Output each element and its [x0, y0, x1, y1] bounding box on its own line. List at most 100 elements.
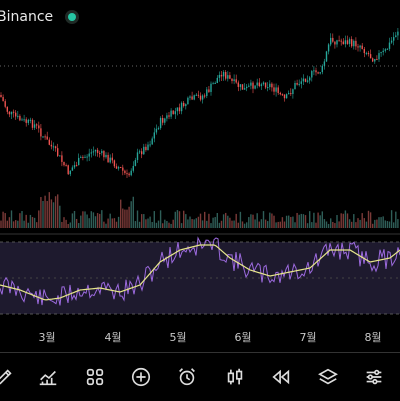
candle-body [395, 35, 397, 38]
price-chart[interactable] [0, 0, 400, 352]
candle-body [113, 160, 116, 167]
rsi-ma-line [0, 244, 400, 301]
volume-bar [321, 211, 323, 228]
candle-body [220, 74, 223, 77]
market-status-indicator [65, 10, 80, 24]
volume-bar [63, 217, 65, 228]
candle-body [130, 170, 132, 176]
volume-bar [369, 212, 372, 228]
plus-circle-icon[interactable] [129, 365, 153, 389]
layers-icon[interactable] [316, 365, 340, 389]
volume-bar [4, 213, 6, 228]
volume-bar [195, 218, 197, 228]
pencil-icon[interactable] [0, 365, 16, 389]
volume-bar [267, 221, 269, 228]
volume-bar [147, 218, 149, 228]
volume-bar [157, 220, 160, 228]
candle-body [273, 87, 275, 92]
candle-body [25, 119, 27, 123]
volume-bar [115, 221, 118, 228]
volume-bar [149, 216, 151, 228]
candle-body [338, 40, 340, 42]
candle-body [294, 82, 296, 90]
volume-bar [395, 211, 397, 228]
volume-bar [10, 210, 13, 228]
candle-body [393, 37, 395, 41]
alarm-clock-icon[interactable] [175, 365, 199, 389]
volume-bar [29, 214, 32, 228]
volume-bar [241, 221, 244, 228]
candle-body [206, 89, 208, 97]
candle-body [126, 173, 128, 175]
volume-bar [357, 218, 359, 228]
volume-bar [315, 222, 317, 228]
candle-body [346, 40, 349, 44]
candle-body [332, 37, 334, 42]
candle-body [99, 152, 101, 154]
volume-bar [382, 216, 384, 228]
candle-body [376, 59, 378, 61]
volume-bar [338, 221, 340, 228]
volume-bar [294, 222, 296, 228]
volume-bar [252, 214, 254, 228]
volume-bar [225, 212, 227, 228]
volume-bar [254, 219, 256, 228]
volume-bar [107, 218, 109, 228]
volume-bar [359, 219, 361, 228]
volume-bar [346, 213, 349, 228]
candle-body [67, 165, 69, 175]
candle-body [88, 153, 90, 157]
volume-bar [69, 222, 71, 228]
volume-bar [92, 212, 95, 228]
candle-body [290, 93, 292, 95]
volume-bar [54, 196, 57, 228]
candle-body [105, 154, 107, 158]
candle-body [264, 82, 267, 88]
volume-bar [372, 223, 374, 228]
candle-body [6, 106, 8, 112]
candle-body [115, 166, 118, 169]
candle-body [363, 49, 365, 54]
volume-bar [260, 219, 263, 228]
volume-bar [246, 222, 248, 228]
candle-body [65, 165, 67, 167]
candle-body [267, 87, 269, 89]
volume-bar [174, 211, 176, 228]
volume-bar [222, 214, 225, 228]
candle-body [90, 152, 92, 154]
volume-bar [130, 201, 132, 228]
chart-line-icon[interactable] [36, 365, 60, 389]
volume-bar [376, 219, 378, 228]
rewind-icon[interactable] [269, 365, 293, 389]
chart-header: Binance [0, 4, 80, 30]
grid-icon[interactable] [83, 365, 107, 389]
candle-body [27, 119, 29, 123]
volume-bar [168, 222, 170, 228]
sliders-icon[interactable] [362, 365, 386, 389]
volume-bar [36, 222, 38, 228]
candle-body [23, 119, 25, 121]
volume-bar [42, 200, 44, 228]
candle-body [117, 167, 120, 169]
volume-bar [27, 222, 29, 228]
candle-body [199, 95, 202, 100]
candle-body [353, 40, 355, 47]
candle-body [162, 118, 164, 123]
candle-body [69, 170, 71, 175]
candle-body [33, 124, 36, 128]
candle-body [304, 78, 307, 82]
volume-bar [80, 215, 82, 228]
candle-body [82, 156, 84, 158]
candle-body [210, 83, 212, 92]
candle-body [185, 104, 187, 107]
volume-bar [73, 210, 76, 228]
candle-body [260, 84, 263, 87]
candle-body [159, 118, 162, 129]
candlestick-icon[interactable] [223, 365, 247, 389]
candle-body [120, 167, 122, 169]
candle-body [380, 52, 382, 54]
volume-bar [378, 217, 380, 228]
exchange-name: Binance [0, 9, 54, 25]
volume-bar [164, 219, 166, 228]
volume-bar [233, 220, 235, 228]
